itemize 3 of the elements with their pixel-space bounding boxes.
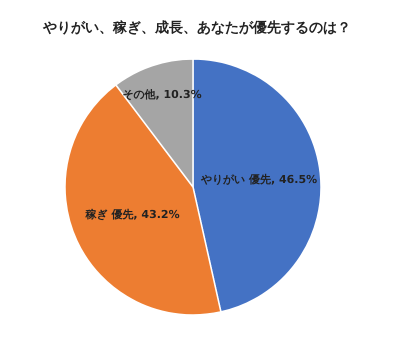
chart-title: やりがい、稼ぎ、成長、あなたが優先するのは？ [42,19,351,36]
slice-label: 稼ぎ 優先, 43.2% [84,206,181,223]
slice-label: やりがい 優先, 46.5% [200,172,318,188]
